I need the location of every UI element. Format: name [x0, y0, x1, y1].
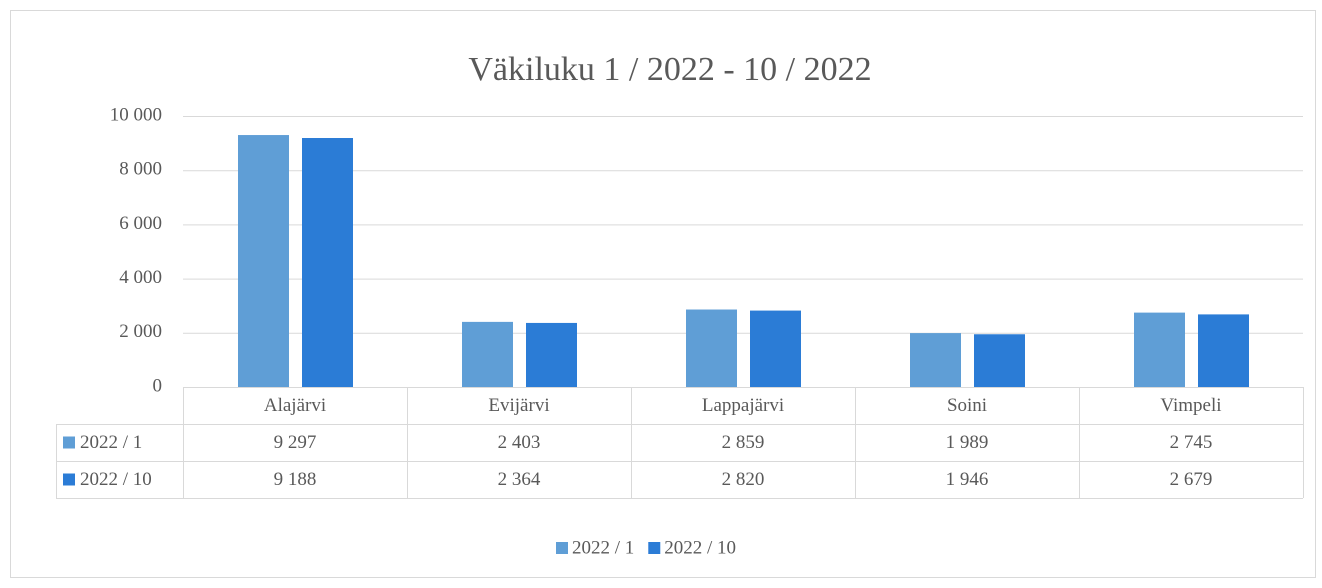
bar: [1198, 314, 1249, 387]
bar: [526, 322, 577, 387]
legend-key: [648, 542, 661, 554]
x-tick-label: Lappajärvi: [702, 395, 784, 416]
y-tick-label: 2 000: [119, 321, 162, 342]
table-value: 2 859: [722, 432, 765, 453]
bar: [302, 138, 353, 387]
table-key: [63, 473, 75, 486]
x-tick-label: Alajärvi: [264, 395, 326, 416]
legend-key: [556, 542, 568, 554]
table-value: 1 989: [946, 432, 989, 453]
x-tick-label: Evijärvi: [488, 395, 549, 416]
chart-title: Väkiluku 1 / 2022 - 10 / 2022: [468, 51, 871, 88]
bar: [974, 334, 1025, 387]
x-tick-label: Soini: [947, 395, 987, 416]
x-tick-label: Vimpeli: [1160, 395, 1221, 416]
bar: [686, 309, 737, 387]
bar: [462, 321, 513, 387]
bar: [1134, 312, 1185, 387]
y-tick-label: 0: [153, 375, 163, 396]
table-value: 2 364: [498, 469, 541, 490]
chart-border: [10, 10, 1316, 578]
bar: [238, 135, 289, 387]
table-series-name: 2022 / 1: [80, 432, 142, 453]
table-value: 2 820: [722, 469, 765, 490]
table-value: 9 297: [274, 432, 317, 453]
table-value: 1 946: [946, 469, 989, 490]
y-tick-label: 6 000: [119, 213, 162, 234]
table-series-name: 2022 / 10: [80, 469, 152, 490]
legend-label: 2022 / 1: [572, 537, 634, 558]
y-tick-label: 10 000: [110, 104, 162, 125]
table-value: 2 679: [1170, 469, 1213, 490]
table-value: 9 188: [274, 469, 317, 490]
table-value: 2 403: [498, 432, 541, 453]
legend-label: 2022 / 10: [664, 537, 736, 558]
y-tick-label: 8 000: [119, 159, 162, 180]
bar: [910, 333, 961, 387]
y-tick-label: 4 000: [119, 267, 162, 288]
table-key: [63, 436, 75, 449]
table-value: 2 745: [1170, 432, 1213, 453]
bar: [750, 310, 801, 387]
